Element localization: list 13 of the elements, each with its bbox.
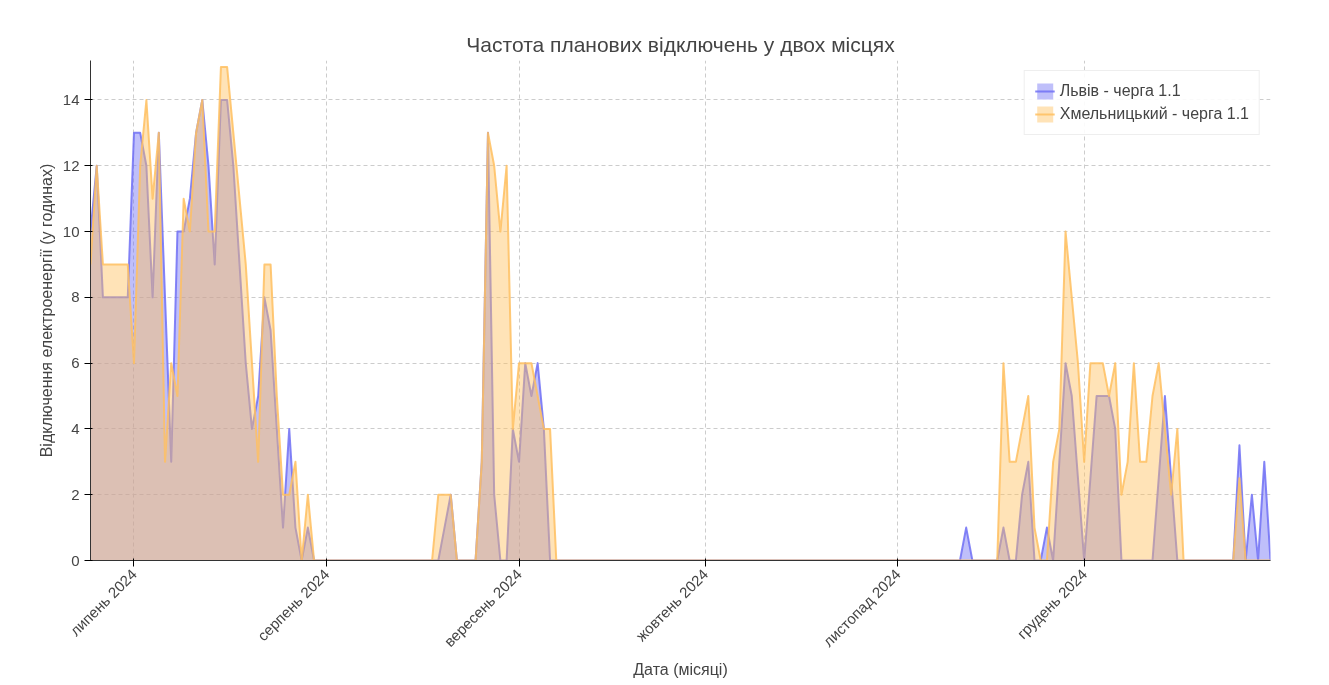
x-axis-title: Дата (місяці) — [633, 660, 728, 678]
y-tick-label: 12 — [62, 156, 80, 174]
chart-title: Частота планових відключень у двох місцях — [466, 32, 896, 56]
y-tick-label: 2 — [71, 485, 80, 503]
y-tick-label: 14 — [62, 90, 80, 108]
y-tick-label: 10 — [62, 222, 80, 240]
legend-label: Львів - черга 1.1 — [1059, 82, 1181, 100]
y-tick-label: 8 — [71, 288, 80, 306]
y-tick-label: 4 — [71, 419, 80, 437]
y-tick-label: 0 — [71, 551, 80, 569]
y-tick-label: 6 — [71, 354, 80, 372]
y-axis-title: Відключення електроенергії (у годинах) — [37, 163, 55, 458]
legend-label: Хмельницький - черга 1.1 — [1059, 105, 1249, 123]
